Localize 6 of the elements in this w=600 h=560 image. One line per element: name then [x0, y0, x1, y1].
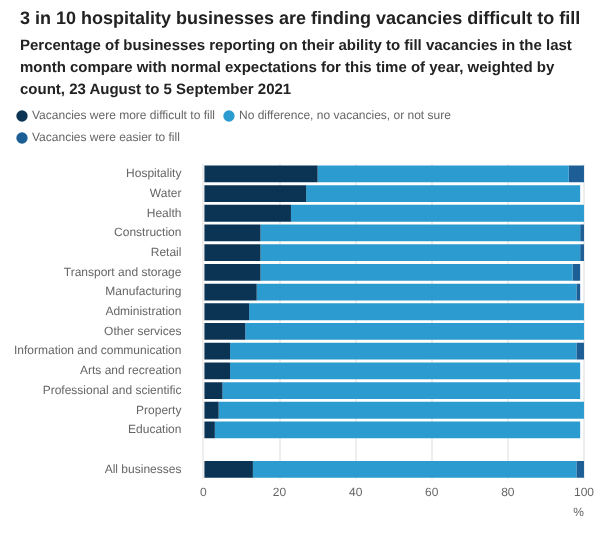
- bar: [252, 460, 577, 478]
- chart-title: 3 in 10 hospitality businesses are finding vacancies difficult to fill: [20, 8, 583, 28]
- bar: [576, 460, 584, 478]
- bar: [568, 165, 584, 183]
- bar: [576, 342, 584, 360]
- bar: [204, 460, 253, 478]
